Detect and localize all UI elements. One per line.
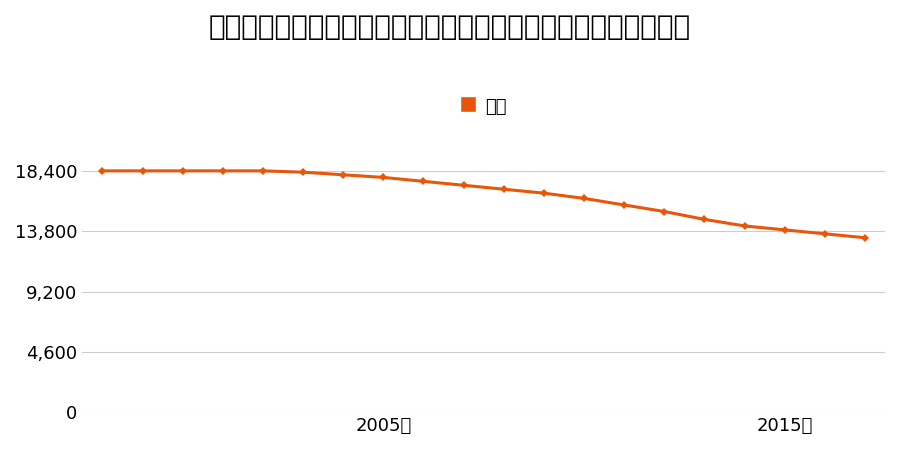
価格 [819,231,830,237]
価格 [618,202,629,207]
価格 [659,209,670,214]
価格 [378,175,389,180]
価格 [137,168,148,174]
価格 [97,168,108,174]
Line: 価格: 価格 [99,168,868,241]
価格 [218,168,229,174]
価格 [418,179,429,184]
価格 [739,223,750,229]
価格 [298,170,309,175]
価格 [257,168,268,174]
Legend: 価格: 価格 [454,90,513,123]
価格 [538,190,549,196]
価格 [177,168,188,174]
価格 [860,235,870,240]
価格 [458,183,469,188]
価格 [779,227,790,233]
Text: 山形県最上郡真室川町大字新町字上荒川１２１番１０の地価推移: 山形県最上郡真室川町大字新町字上荒川１２１番１０の地価推移 [209,14,691,41]
価格 [699,217,710,222]
価格 [499,186,509,192]
価格 [579,196,590,201]
価格 [338,172,348,177]
